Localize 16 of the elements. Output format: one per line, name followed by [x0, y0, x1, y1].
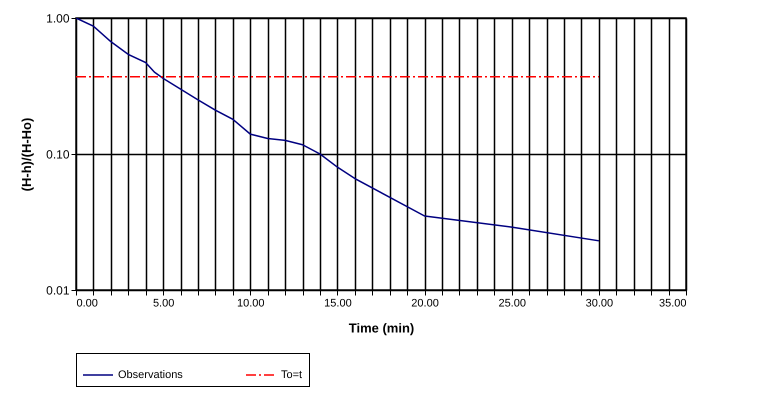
x-tick-label: 10.00	[237, 298, 265, 310]
y-tick-label: 0.01	[46, 284, 70, 298]
y-tick-label: 0.10	[46, 148, 70, 162]
x-tick-label: 25.00	[498, 298, 526, 310]
x-tick-label: 5.00	[152, 298, 174, 310]
x-tick-label: 35.00	[658, 298, 686, 310]
x-tick-label: 20.00	[411, 298, 439, 310]
legend-label: To=t	[281, 369, 302, 381]
x-tick-label: 30.00	[586, 298, 614, 310]
legend-label: Observations	[118, 369, 184, 381]
x-axis-title: Time (min)	[348, 320, 414, 336]
x-tick-label: 0.00	[76, 298, 98, 310]
y-tick-label: 1.00	[46, 12, 70, 26]
y-axis-title: (H-h)/(H-Ho)	[19, 118, 34, 192]
x-tick-label: 15.00	[324, 298, 352, 310]
line-series	[76, 18, 600, 242]
